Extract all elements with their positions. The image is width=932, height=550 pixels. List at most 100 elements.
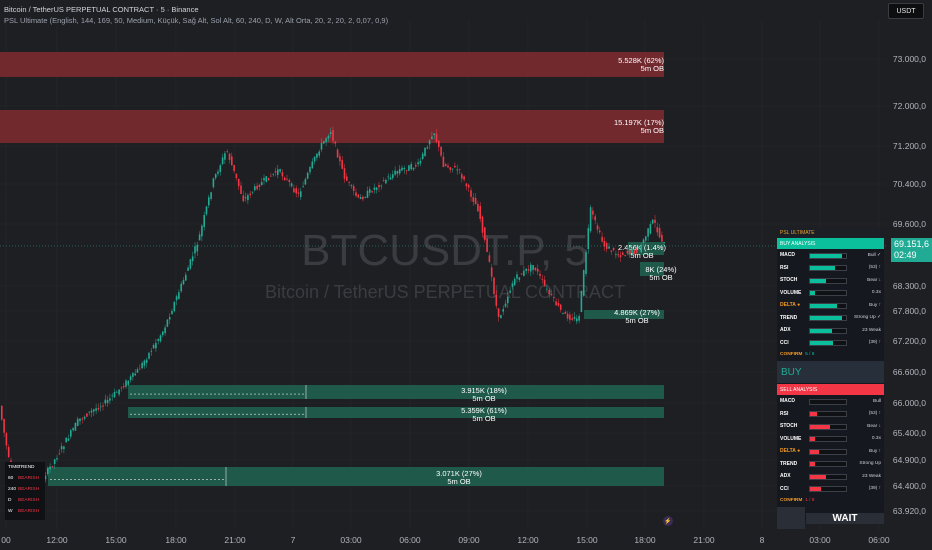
candle xyxy=(143,359,146,369)
candle xyxy=(295,185,297,198)
candle xyxy=(309,165,311,175)
candle xyxy=(198,231,201,241)
candle xyxy=(396,170,399,178)
candle xyxy=(587,224,590,254)
candle xyxy=(442,151,445,168)
order-block-sub: 5m OB xyxy=(472,414,495,423)
sell-row-trend: TREND Strong Up xyxy=(780,460,881,467)
candle xyxy=(251,191,254,195)
tf-row: 60 BEARISH xyxy=(8,476,40,481)
candle xyxy=(164,324,166,336)
candle xyxy=(553,296,555,302)
time-tick: 21:00 xyxy=(693,535,715,545)
candle xyxy=(564,310,567,315)
candle xyxy=(663,242,665,247)
candle xyxy=(116,390,118,393)
candle xyxy=(451,168,454,173)
candle xyxy=(313,156,316,165)
candle xyxy=(233,164,235,174)
bullish-order-block[interactable]: 5.359K (61%)5m OB xyxy=(128,406,664,423)
candle xyxy=(516,271,518,283)
bullish-order-block[interactable]: 3.915K (18%)5m OB xyxy=(128,385,664,403)
bullish-order-block[interactable]: 4.869K (27%)5m OB xyxy=(584,308,664,325)
candle xyxy=(51,465,54,469)
lightning-icon[interactable]: ⚡ xyxy=(663,516,673,526)
candle xyxy=(81,417,84,424)
candle xyxy=(536,264,539,276)
candle xyxy=(79,418,81,425)
candle xyxy=(633,249,636,255)
bearish-order-block[interactable]: 5.528K (62%)5m OB xyxy=(0,52,664,77)
sell-row-rsi: RSI (53) ↑ xyxy=(780,410,881,417)
sell-row-stoch: STOCH Bear ↓ xyxy=(780,423,881,430)
candle xyxy=(288,178,291,187)
candle xyxy=(566,311,569,322)
candle xyxy=(461,172,463,183)
candle xyxy=(281,169,284,181)
candle xyxy=(511,280,514,290)
candle xyxy=(631,248,633,256)
time-tick: 18:00 xyxy=(634,535,656,545)
candle xyxy=(152,343,155,349)
bullish-order-block[interactable]: 3.071K (27%)5m OB xyxy=(48,467,664,486)
wait-signal: WAIT xyxy=(777,507,884,529)
candle xyxy=(53,458,56,469)
buy-row-adx: ADX 23 Weak xyxy=(780,327,881,334)
candle xyxy=(346,173,348,182)
candle xyxy=(369,186,371,196)
time-tick: 03:00 xyxy=(340,535,362,545)
currency-button[interactable]: USDT xyxy=(888,3,924,19)
candle xyxy=(603,237,606,252)
candle xyxy=(122,382,125,390)
candle xyxy=(486,235,488,253)
sell-strength-bar xyxy=(809,448,847,455)
candle xyxy=(173,300,176,313)
candle xyxy=(214,173,217,181)
candle xyxy=(382,177,385,182)
sell-strength-bar xyxy=(809,461,847,467)
sell-strength-bar xyxy=(809,398,847,405)
bearish-order-block[interactable]: 15.197K (17%)5m OB xyxy=(0,110,664,143)
candle xyxy=(258,183,261,191)
order-block-sub: 5m OB xyxy=(641,64,664,73)
candle xyxy=(274,167,277,177)
candle xyxy=(270,172,272,177)
candle xyxy=(403,165,406,174)
candle xyxy=(336,148,339,158)
time-tick: 21:00 xyxy=(224,535,246,545)
candle xyxy=(99,402,102,412)
candle xyxy=(463,175,465,182)
candle xyxy=(559,303,562,313)
candle xyxy=(624,254,626,257)
candle xyxy=(520,273,523,275)
bullish-order-block[interactable]: 8K (24%)5m OB xyxy=(640,262,677,282)
candle xyxy=(127,380,130,386)
candle xyxy=(49,463,51,473)
candle xyxy=(205,205,208,216)
sell-row-delta: DELTA ● Buy ↑ xyxy=(780,448,881,455)
bar-countdown: 02:49 xyxy=(894,250,917,260)
candle xyxy=(279,168,281,174)
candle xyxy=(311,158,314,170)
candle xyxy=(592,207,594,220)
time-tick: 7 xyxy=(291,535,296,545)
candle xyxy=(339,152,341,166)
candle xyxy=(226,149,228,154)
indicator-title[interactable]: PSL Ultimate (English, 144, 169, 50, Med… xyxy=(4,16,389,25)
candle xyxy=(479,201,481,223)
candle xyxy=(380,184,383,190)
sell-strength-bar xyxy=(809,423,847,430)
candle xyxy=(168,313,171,325)
order-block-label: 4.869K (27%) xyxy=(614,308,660,317)
candle xyxy=(306,171,309,180)
price-tick: 66.000,0 xyxy=(893,398,926,408)
candle xyxy=(334,141,337,147)
candle xyxy=(97,403,100,412)
candle xyxy=(178,289,180,300)
candle xyxy=(341,156,343,170)
price-tick: 64.900,0 xyxy=(893,455,926,465)
candle xyxy=(375,187,378,194)
candle xyxy=(628,248,631,259)
symbol-title[interactable]: Bitcoin / TetherUS PERPETUAL CONTRACT · … xyxy=(4,5,199,14)
